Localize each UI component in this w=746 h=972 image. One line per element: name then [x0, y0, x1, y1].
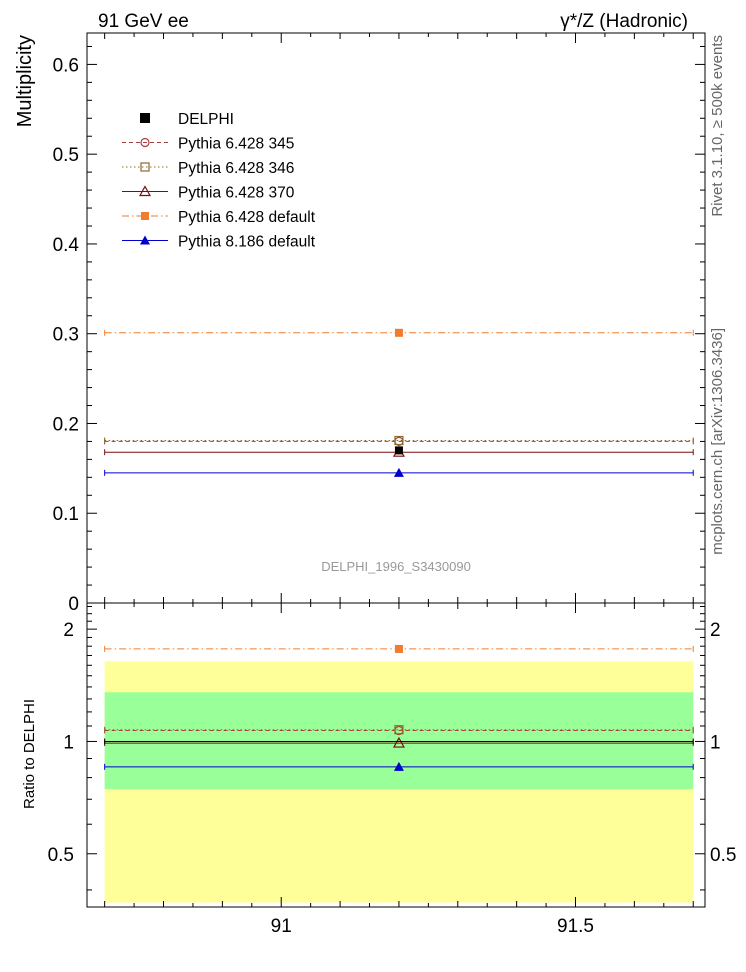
ratio-y-tick-label-left: 0.5: [48, 845, 74, 866]
ratio-y-tick-label-left: 2: [63, 620, 74, 641]
main-marker-p6def: [394, 328, 403, 337]
legend: DELPHI Pythia 6.428 345 Pythia 6.428 346 Py…: [122, 111, 316, 251]
mcplots-label: mcplots.cern.ch [arXiv:1306.3436]: [709, 328, 726, 555]
ratio-y-tick-label-left: 1: [63, 732, 74, 753]
ratio-y-tick-label-right: 0.5: [710, 845, 736, 866]
legend-marker-p346: [140, 162, 150, 172]
ratio-marker-p370: [392, 736, 405, 748]
legend-label-p346: Pythia 6.428 346: [178, 160, 294, 177]
main-y-tick-label: 0.6: [53, 55, 79, 76]
main-y-tick-label: 0.1: [53, 504, 79, 525]
legend-label-delphi: DELPHI: [178, 111, 234, 128]
ratio-marker-p6def: [394, 644, 403, 653]
legend-label-p8def: Pythia 8.186 default: [178, 234, 316, 251]
ratio-y-tick-label-right: 1: [710, 732, 721, 753]
main-y-tick-label: 0.3: [53, 325, 79, 346]
main-marker-delphi: [394, 446, 403, 455]
main-marker-p346: [394, 435, 404, 446]
legend-label-p370: Pythia 6.428 370: [178, 185, 295, 202]
legend-label-p6def: Pythia 6.428 default: [178, 209, 316, 226]
legend-marker-p6def: [141, 212, 149, 220]
x-tick-label: 91: [271, 916, 292, 937]
main-y-tick-label: 0: [68, 594, 79, 615]
rivet-label: Rivet 3.1.10, ≥ 500k events: [709, 35, 726, 217]
x-tick-label: 91.5: [557, 916, 594, 937]
legend-marker-p8def: [140, 235, 150, 245]
ratio-plot-frame: [86, 602, 706, 908]
ratio-marker-p346: [394, 725, 404, 735]
legend-marker-p345: [140, 137, 150, 148]
legend-marker-p370: [138, 185, 152, 197]
ratio-band-inner: [104, 692, 694, 790]
watermark: DELPHI_1996_S3430090: [321, 559, 471, 574]
main-marker-p8def: [393, 467, 404, 477]
y-axis-label-main: Multiplicity: [14, 35, 36, 127]
header-right-title: γ*/Z (Hadronic): [560, 11, 688, 32]
legend-label-p345: Pythia 6.428 345: [178, 136, 294, 153]
main-y-tick-label: 0.5: [53, 145, 79, 166]
ratio-y-tick-label-right: 2: [710, 620, 721, 641]
ratio-marker-p8def: [393, 761, 404, 771]
header-left-title: 91 GeV ee: [98, 11, 189, 32]
legend-marker-delphi: [140, 113, 150, 123]
y-axis-label-ratio: Ratio to DELPHI: [21, 699, 38, 809]
main-y-tick-label: 0.4: [53, 235, 80, 256]
main-y-tick-label: 0.2: [53, 414, 79, 435]
